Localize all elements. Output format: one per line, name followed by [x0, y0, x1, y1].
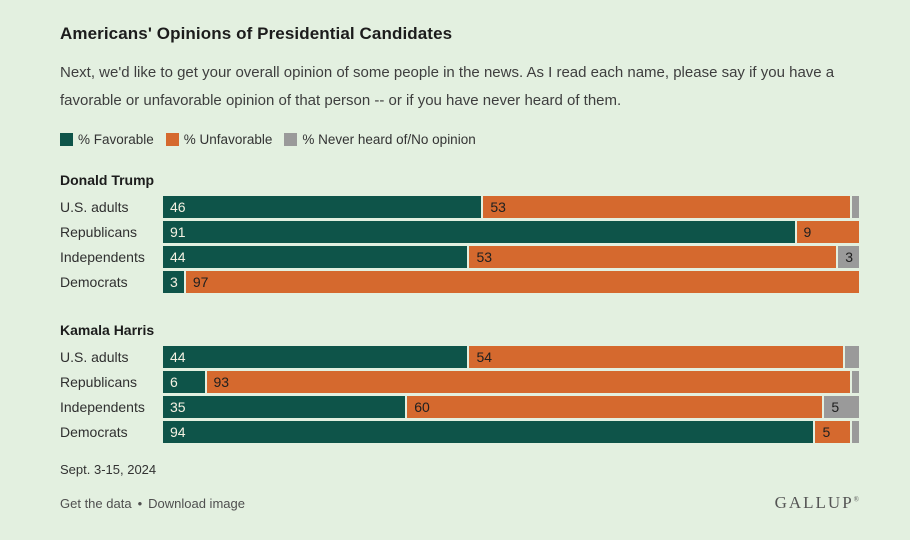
value-label: 5	[831, 399, 840, 415]
bar-row: Republicans 6 93	[60, 371, 859, 393]
legend: % Favorable % Unfavorable % Never heard of…	[60, 132, 859, 147]
bar-row: Independents 44 53 3	[60, 246, 860, 268]
legend-swatch-never	[284, 133, 298, 146]
value-label: 44	[170, 249, 186, 265]
category-label: Republicans	[60, 224, 138, 240]
bar-row: Republicans 91 9	[60, 221, 859, 243]
footer: Get the data • Download image GALLUP®	[60, 493, 859, 513]
legend-swatch-unfavorable	[165, 133, 179, 146]
favorable-segment[interactable]: 91	[163, 221, 795, 243]
unfavorable-segment[interactable]: 9	[796, 221, 859, 243]
chart-subtitle: Next, we'd like to get your overall opin…	[60, 64, 835, 109]
never-heard-segment[interactable]	[852, 196, 859, 218]
value-label: 3	[170, 274, 178, 290]
category-label: Independents	[60, 399, 145, 415]
unfavorable-segment[interactable]: 54	[469, 346, 844, 368]
bar-row: Independents 35 60 5	[60, 396, 859, 418]
category-label: Republicans	[60, 374, 138, 390]
stacked-bar: 46 53	[163, 196, 859, 218]
favorable-segment[interactable]: 35	[163, 396, 406, 418]
legend-label: % Unfavorable	[183, 132, 273, 147]
stacked-bar: 44 54	[163, 346, 860, 368]
value-label: 6	[170, 374, 178, 390]
favorable-segment[interactable]: 46	[163, 196, 482, 218]
stacked-bar: 3 97	[163, 271, 859, 293]
value-label: 3	[845, 249, 854, 265]
value-label: 44	[170, 349, 186, 365]
favorable-segment[interactable]: 44	[163, 346, 468, 368]
chart-title: Americans' Opinions of Presidential Cand…	[60, 24, 453, 43]
candidate-section: Donald Trump U.S. adults 46 53 Republicans 91…	[60, 172, 860, 293]
value-label: 46	[170, 199, 186, 215]
never-heard-segment[interactable]: 3	[838, 246, 860, 268]
legend-item-unfavorable[interactable]: % Unfavorable	[165, 132, 273, 147]
value-label: 54	[476, 349, 493, 365]
value-label: 35	[170, 399, 186, 415]
never-heard-segment[interactable]: 5	[824, 396, 859, 418]
unfavorable-segment[interactable]: 5	[815, 421, 851, 443]
unfavorable-segment[interactable]: 53	[483, 196, 851, 218]
value-label: 91	[170, 224, 186, 240]
source-date: Sept. 3-15, 2024	[60, 462, 157, 477]
category-label: Independents	[60, 249, 145, 265]
favorable-segment[interactable]: 44	[163, 246, 468, 268]
legend-swatch-favorable	[60, 133, 73, 146]
bar-row: U.S. adults 46 53	[60, 196, 859, 218]
value-label: 94	[170, 424, 186, 440]
candidate-section: Kamala Harris U.S. adults 44 54 Republicans 6…	[60, 322, 860, 443]
legend-label: % Favorable	[78, 132, 154, 147]
footer-links: Get the data • Download image	[60, 496, 245, 511]
never-heard-segment[interactable]	[852, 421, 859, 443]
category-label: U.S. adults	[60, 349, 129, 365]
category-label: Democrats	[60, 274, 128, 290]
legend-item-never[interactable]: % Never heard of/No opinion	[284, 132, 476, 147]
registered-mark: ®	[853, 495, 859, 504]
legend-label: % Never heard of/No opinion	[302, 132, 476, 147]
bar-row: Democrats 3 97	[60, 271, 859, 293]
candidate-name: Donald Trump	[60, 172, 155, 188]
legend-item-favorable[interactable]: % Favorable	[60, 132, 154, 147]
value-label: 9	[803, 224, 812, 240]
stacked-bar: 44 53 3	[163, 246, 860, 268]
chart-area: Donald Trump U.S. adults 46 53 Republicans 91…	[60, 172, 860, 443]
stacked-bar: 94 5	[163, 421, 859, 443]
value-label: 93	[213, 374, 230, 390]
gallup-wordmark: GALLUP	[774, 493, 854, 512]
value-label: 53	[476, 249, 493, 265]
unfavorable-segment[interactable]: 97	[185, 271, 859, 293]
unfavorable-segment[interactable]: 53	[469, 246, 837, 268]
category-label: U.S. adults	[60, 199, 129, 215]
candidate-name: Kamala Harris	[60, 322, 155, 338]
bar-row: Democrats 94 5	[60, 421, 859, 443]
download-image-link[interactable]: Download image	[148, 495, 245, 511]
value-label: 60	[414, 399, 430, 415]
stacked-bar: 35 60 5	[163, 396, 859, 418]
link-separator: •	[137, 495, 143, 511]
unfavorable-segment[interactable]: 60	[407, 396, 823, 418]
get-the-data-link[interactable]: Get the data	[60, 495, 132, 511]
bar-row: U.S. adults 44 54	[60, 346, 860, 368]
gallup-logo: GALLUP®	[775, 493, 859, 513]
never-heard-segment[interactable]	[845, 346, 860, 368]
stacked-bar: 91 9	[163, 221, 859, 243]
value-label: 53	[490, 199, 506, 215]
unfavorable-segment[interactable]: 93	[206, 371, 851, 393]
value-label: 5	[822, 424, 831, 440]
never-heard-segment[interactable]	[852, 371, 859, 393]
stacked-bar: 6 93	[163, 371, 859, 393]
favorable-segment[interactable]: 94	[163, 421, 814, 443]
favorable-segment[interactable]: 6	[163, 371, 205, 393]
value-label: 97	[192, 274, 209, 290]
favorable-segment[interactable]: 3	[163, 271, 184, 293]
category-label: Democrats	[60, 424, 128, 440]
